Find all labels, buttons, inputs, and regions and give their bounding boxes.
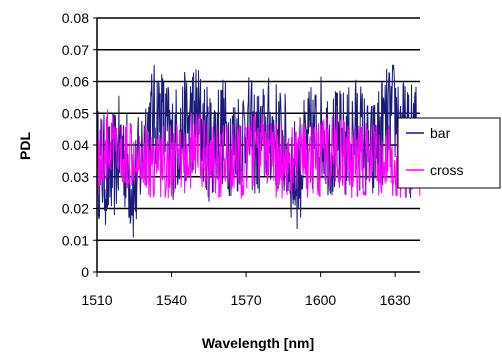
legend: bar cross	[397, 117, 501, 189]
y-tick-label: 0.01	[62, 232, 89, 248]
x-axis-title: Wavelength [nm]	[202, 335, 314, 351]
y-tick-label: 0.08	[62, 10, 89, 26]
x-tick-labels: 1510 1540 1570 1600 1630	[81, 292, 411, 308]
y-tick-label: 0	[81, 264, 89, 280]
legend-label-cross: cross	[430, 162, 463, 178]
axes	[96, 18, 420, 273]
legend-label-bar: bar	[430, 125, 451, 141]
y-tick-label: 0.02	[62, 201, 89, 217]
x-tick-label: 1510	[81, 292, 112, 308]
x-tick-label: 1540	[156, 292, 187, 308]
legend-box	[397, 117, 501, 189]
series-layer	[96, 64, 421, 238]
y-tick-label: 0.06	[62, 74, 89, 90]
series-line-cross	[96, 109, 421, 199]
y-tick-labels: 0 0.01 0.02 0.03 0.04 0.05 0.06 0.07 0.08	[62, 10, 89, 280]
y-tick-label: 0.03	[62, 169, 89, 185]
y-tick-label: 0.05	[62, 105, 89, 121]
y-tick-label: 0.07	[62, 42, 89, 58]
y-axis-title: PDL	[17, 132, 33, 160]
y-tick-label: 0.04	[62, 137, 89, 153]
x-tick-label: 1630	[380, 292, 411, 308]
x-tick-label: 1600	[305, 292, 336, 308]
x-tick-label: 1570	[230, 292, 261, 308]
